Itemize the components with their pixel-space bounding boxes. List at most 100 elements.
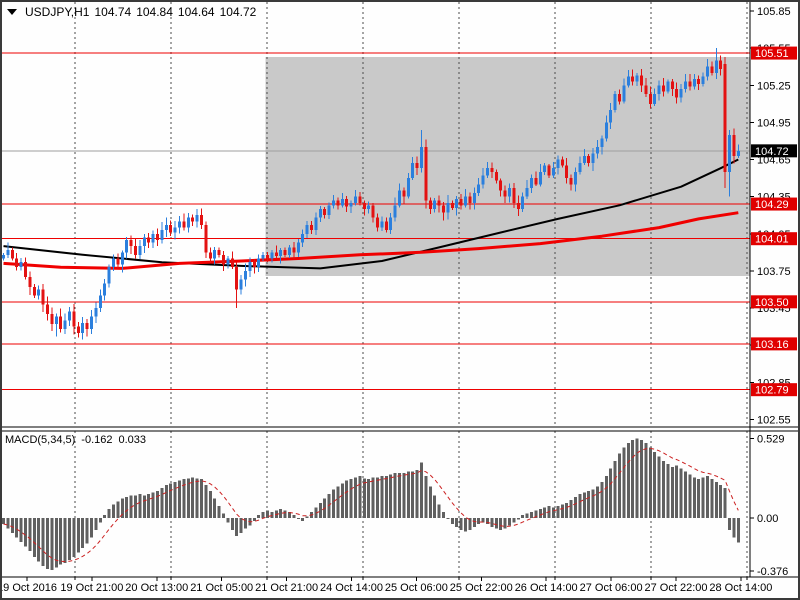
candle-body	[547, 165, 551, 176]
macd-bar	[424, 476, 428, 518]
time-axis-label: 25 Oct 22:00	[450, 582, 513, 594]
candle-body	[420, 147, 423, 169]
candle-body	[648, 93, 652, 104]
candle-body	[261, 254, 265, 259]
macd-bar	[200, 479, 203, 518]
macd-bar	[112, 504, 115, 518]
hline-price-badge	[751, 337, 797, 351]
macd-bar	[120, 498, 124, 518]
macd-bar	[279, 509, 283, 518]
macd-bar	[490, 518, 494, 527]
candle-body	[248, 262, 252, 271]
candle-body	[626, 76, 630, 86]
macd-bar	[688, 474, 692, 518]
macd-bar	[283, 510, 287, 518]
candle-body	[195, 215, 199, 222]
candle-body	[345, 199, 349, 207]
candle-body	[112, 258, 115, 268]
macd-bar	[15, 518, 19, 538]
macd-bar	[472, 518, 476, 527]
candle-body	[305, 225, 309, 234]
bar-high-value: 104.84	[136, 5, 173, 19]
macd-bar	[635, 438, 639, 518]
bar-close-value: 104.72	[219, 5, 257, 19]
candle-body	[706, 66, 709, 77]
macd-bar	[477, 518, 481, 524]
candle-body	[15, 258, 19, 268]
macd-bar	[640, 440, 643, 518]
candle-body	[701, 76, 705, 85]
candle-body	[464, 196, 467, 206]
candle-body	[530, 178, 533, 188]
price-tick-label: 105.25	[757, 80, 791, 92]
symbol-dropdown-icon[interactable]	[7, 9, 17, 15]
candle-body	[486, 168, 489, 176]
candle-body	[433, 200, 437, 209]
candle-body	[24, 262, 27, 278]
macd-bar	[349, 479, 353, 518]
macd-bar	[6, 518, 10, 529]
candle-body	[516, 202, 520, 209]
macd-bar	[468, 518, 472, 530]
candle-body	[679, 88, 683, 98]
candle-body	[85, 322, 89, 330]
macd-bar	[591, 489, 595, 518]
candle-body	[635, 75, 639, 82]
macd-bar	[653, 452, 657, 518]
macd-bar	[499, 518, 503, 530]
macd-bar	[204, 485, 208, 518]
candle-body	[217, 249, 221, 255]
price-tick-label: 104.65	[757, 155, 791, 167]
candle-body	[675, 88, 679, 98]
candle-body	[142, 237, 146, 247]
macd-bar	[90, 518, 93, 538]
candle-body	[182, 221, 186, 228]
macd-bar	[626, 443, 630, 518]
macd-bar	[208, 491, 212, 518]
bar-low-value: 104.64	[177, 5, 215, 19]
macd-bar	[37, 518, 41, 562]
macd-bar	[327, 494, 331, 518]
macd-bar	[613, 461, 617, 518]
candle-body	[6, 249, 10, 255]
macd-bar	[464, 518, 467, 532]
macd-bar	[354, 477, 357, 518]
candle-body	[186, 217, 190, 228]
hline-price-badge	[751, 46, 797, 60]
current-price-badge	[751, 144, 797, 158]
candle-body	[446, 202, 450, 213]
macd-bar	[296, 518, 300, 519]
candle-body	[2, 254, 5, 259]
macd-bar	[442, 512, 445, 518]
macd-bar	[521, 515, 525, 518]
macd-bar	[604, 476, 608, 518]
macd-bar	[486, 518, 489, 524]
candle-body	[450, 202, 454, 208]
candle-body	[521, 196, 525, 209]
macd-bar	[345, 480, 349, 518]
candle-body	[508, 187, 511, 197]
candle-body	[376, 217, 379, 228]
macd-bar	[503, 518, 507, 529]
macd-bar	[543, 507, 547, 518]
macd-bar	[675, 465, 679, 518]
macd-bar	[2, 518, 5, 524]
time-axis-label: 19 Oct 2016	[2, 582, 57, 594]
candle-body	[28, 277, 32, 287]
candle-body	[714, 60, 718, 73]
macd-bar	[587, 491, 591, 518]
macd-bar	[252, 518, 256, 521]
macd-bar	[217, 506, 221, 518]
macd-bar	[481, 518, 485, 523]
candle-body	[164, 225, 168, 231]
candle-body	[354, 196, 357, 203]
candle-body	[411, 163, 415, 179]
candle-body	[481, 175, 485, 185]
candle-body	[591, 153, 595, 164]
macd-bar	[609, 468, 613, 518]
macd-bar	[68, 518, 71, 560]
macd-bar	[450, 518, 454, 524]
macd-bar	[732, 518, 736, 538]
candle-body	[103, 283, 107, 296]
